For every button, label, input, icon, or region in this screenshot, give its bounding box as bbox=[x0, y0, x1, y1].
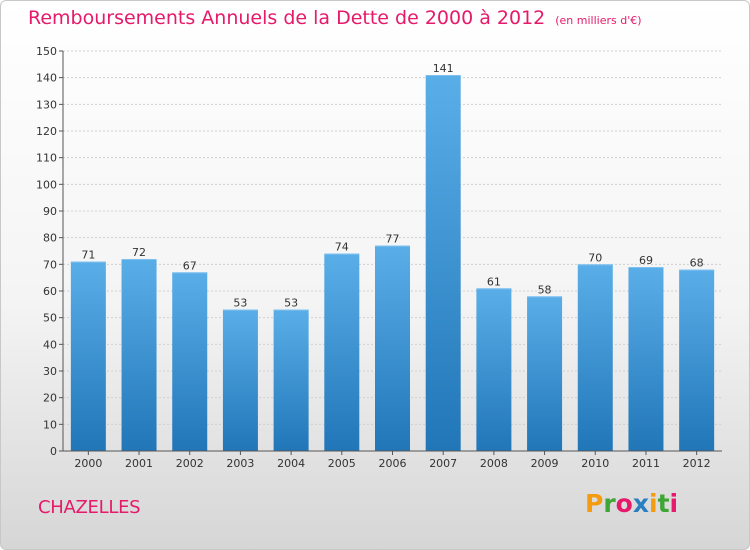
bar-value-label: 61 bbox=[487, 275, 501, 288]
y-tick-label: 130 bbox=[36, 98, 57, 111]
bar-value-label: 72 bbox=[132, 246, 146, 259]
bar bbox=[324, 253, 360, 451]
x-tick-label: 2010 bbox=[581, 457, 609, 470]
logo-letter: r bbox=[603, 489, 616, 518]
bar-value-label: 53 bbox=[284, 297, 298, 310]
x-tick-label: 2012 bbox=[683, 457, 711, 470]
y-tick-label: 150 bbox=[36, 45, 57, 58]
bar bbox=[222, 309, 258, 451]
bar-value-label: 69 bbox=[639, 254, 653, 267]
bar bbox=[577, 264, 613, 451]
y-tick-label: 100 bbox=[36, 178, 57, 191]
y-tick-label: 0 bbox=[50, 445, 57, 458]
logo-letter: t bbox=[657, 489, 670, 518]
logo-letter: x bbox=[632, 489, 649, 518]
bar-value-label: 70 bbox=[588, 251, 602, 264]
x-tick-label: 2003 bbox=[226, 457, 254, 470]
bar-value-label: 141 bbox=[433, 62, 454, 75]
bar bbox=[679, 269, 715, 451]
x-axis: 2000 2001 2002 2003 2004 2005 2006 2007 2008 2009… bbox=[63, 450, 722, 470]
commune-name: CHAZELLES bbox=[38, 497, 141, 518]
bar-value-label: 58 bbox=[538, 283, 552, 296]
x-tick-label: 2007 bbox=[429, 457, 457, 470]
bar-value-label: 74 bbox=[335, 241, 349, 254]
bar-value-label: 77 bbox=[386, 233, 400, 246]
x-tick-label: 2002 bbox=[176, 457, 204, 470]
y-axis: 0 10 20 30 40 50 60 70 80 90 100 110 120 130 140 150 bbox=[36, 45, 64, 458]
y-tick-label: 140 bbox=[36, 72, 57, 85]
logo-letter: i bbox=[669, 489, 679, 518]
title-text: Remboursements Annuels de la Dette de 20… bbox=[28, 7, 546, 29]
bar-value-label: 67 bbox=[183, 259, 197, 272]
bar bbox=[476, 288, 512, 451]
x-tick-label: 2011 bbox=[632, 457, 660, 470]
y-tick-label: 40 bbox=[43, 338, 57, 351]
x-tick-label: 2004 bbox=[277, 457, 305, 470]
y-tick-label: 70 bbox=[43, 258, 57, 271]
y-tick-label: 120 bbox=[36, 125, 57, 138]
y-tick-label: 50 bbox=[43, 312, 57, 325]
unit-label: (en milliers d'€) bbox=[555, 14, 642, 27]
x-tick-label: 2006 bbox=[379, 457, 407, 470]
x-tick-label: 2005 bbox=[328, 457, 356, 470]
chart-title: Remboursements Annuels de la Dette de 20… bbox=[28, 7, 642, 29]
bar bbox=[527, 296, 563, 451]
y-tick-label: 60 bbox=[43, 285, 57, 298]
y-tick-label: 80 bbox=[43, 232, 57, 245]
bar bbox=[121, 259, 157, 451]
bar-value-label: 53 bbox=[233, 297, 247, 310]
bars: 71 72 67 53 53 74 77 141 61 58 70 69 68 bbox=[70, 62, 715, 451]
bar bbox=[172, 272, 208, 451]
bar bbox=[375, 245, 410, 451]
x-tick-label: 2001 bbox=[125, 457, 153, 470]
bar bbox=[70, 261, 106, 451]
bar bbox=[628, 267, 664, 451]
proxiti-logo: Proxiti bbox=[585, 489, 678, 518]
bar bbox=[425, 75, 461, 451]
y-tick-label: 20 bbox=[43, 392, 57, 405]
bar bbox=[273, 309, 309, 451]
bar-value-label: 68 bbox=[690, 257, 704, 270]
y-tick-label: 10 bbox=[43, 418, 57, 431]
logo-letter: o bbox=[615, 489, 633, 518]
y-tick-label: 90 bbox=[43, 205, 57, 218]
x-tick-label: 2008 bbox=[480, 457, 508, 470]
y-tick-label: 110 bbox=[36, 152, 57, 165]
logo-letter: i bbox=[649, 489, 658, 518]
x-tick-label: 2009 bbox=[531, 457, 559, 470]
bar-value-label: 71 bbox=[81, 249, 95, 262]
logo-letter: P bbox=[585, 489, 604, 518]
x-tick-label: 2000 bbox=[74, 457, 102, 470]
y-tick-label: 30 bbox=[43, 365, 57, 378]
